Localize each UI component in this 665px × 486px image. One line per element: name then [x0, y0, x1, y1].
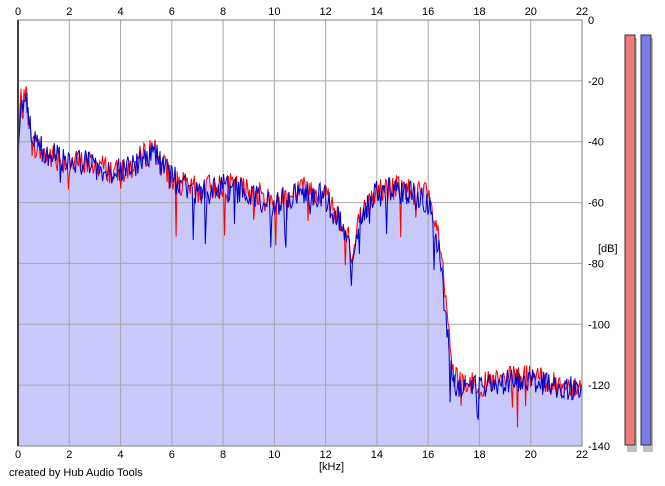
grid [18, 20, 582, 446]
x-tick-label-top: 22 [576, 6, 588, 18]
x-tick-label-bottom: 20 [525, 449, 537, 461]
spectrum-fill [18, 86, 582, 446]
x-tick-label-bottom: 0 [15, 449, 21, 461]
spectrum-series [17, 86, 583, 428]
x-tick-label-bottom: 16 [422, 449, 434, 461]
x-tick-label-top: 0 [15, 6, 21, 18]
x-tick-label-bottom: 6 [169, 449, 175, 461]
x-tick-label-top: 18 [473, 6, 485, 18]
y-tick-label: -120 [588, 380, 610, 392]
y-tick-label: -40 [588, 137, 604, 149]
x-tick-label-bottom: 2 [66, 449, 72, 461]
x-tick-label-top: 14 [371, 6, 383, 18]
y-axis-label: [dB] [598, 243, 618, 255]
y-tick-label: -140 [588, 441, 610, 453]
x-tick-label-top: 16 [422, 6, 434, 18]
credit-text: created by Hub Audio Tools [9, 467, 143, 479]
x-tick-label-top: 12 [320, 6, 332, 18]
axes: 002244668810101212141416161818202022220-… [15, 6, 610, 461]
x-tick-label-bottom: 22 [576, 449, 588, 461]
x-tick-label-bottom: 10 [268, 449, 280, 461]
y-tick-label: 0 [588, 15, 594, 27]
spectrum-area [18, 86, 582, 446]
x-tick-label-top: 10 [268, 6, 280, 18]
x-tick-label-top: 8 [220, 6, 226, 18]
x-axis-label: [kHz] [319, 461, 345, 473]
y-tick-label: -80 [588, 258, 604, 270]
level-meter-1 [624, 34, 636, 446]
x-tick-label-top: 4 [117, 6, 123, 18]
level-meter-2 [640, 34, 652, 446]
x-tick-label-bottom: 12 [320, 449, 332, 461]
series-line-2 [17, 92, 583, 420]
x-tick-label-top: 6 [169, 6, 175, 18]
x-tick-label-bottom: 8 [220, 449, 226, 461]
x-tick-label-bottom: 14 [371, 449, 383, 461]
x-tick-label-bottom: 18 [473, 449, 485, 461]
x-tick-label-top: 2 [66, 6, 72, 18]
x-tick-label-bottom: 4 [117, 449, 123, 461]
y-tick-label: -60 [588, 198, 604, 210]
y-tick-label: -100 [588, 319, 610, 331]
x-tick-label-top: 20 [525, 6, 537, 18]
level-meters [624, 34, 653, 452]
y-tick-label: -20 [588, 76, 604, 88]
